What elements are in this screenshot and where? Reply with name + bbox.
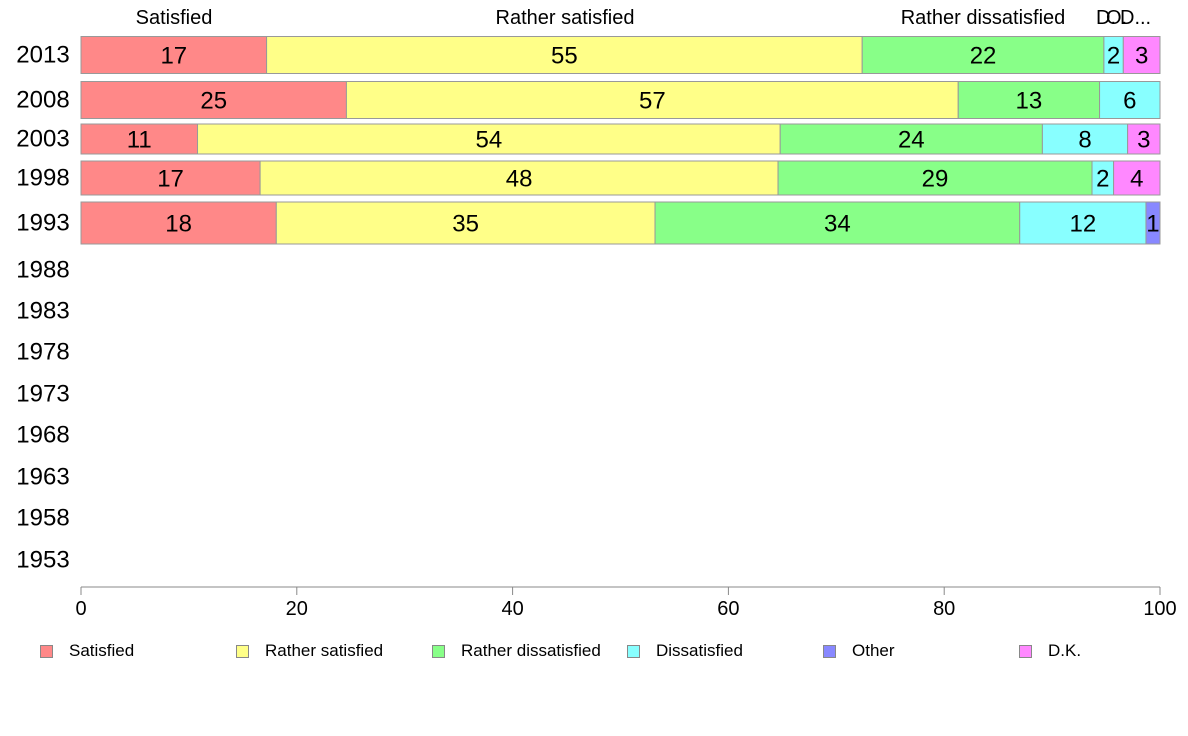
data-label-1993-2: 34	[824, 211, 851, 238]
legend-item: Dissatisfied	[627, 640, 743, 662]
legend-swatch	[432, 644, 445, 658]
data-label-2003-5: 3	[1137, 127, 1150, 154]
year-label-1968: 1968	[16, 422, 69, 449]
bar-segment-1993-4	[1145, 201, 1161, 245]
bar-segment-1993-3	[1019, 201, 1147, 245]
stacked-bar-chart: 2013200820031998199319881983197819731968…	[16, 7, 1176, 620]
data-label-2008-1: 57	[639, 88, 666, 115]
data-label-1993-1: 35	[452, 211, 479, 238]
data-label-1998-3: 2	[1096, 166, 1109, 193]
data-label-2013-3: 2	[1107, 43, 1120, 70]
data-label-2008-2: 13	[1016, 88, 1043, 115]
year-label-2008: 2008	[16, 87, 69, 114]
x-tick-label-80: 80	[933, 598, 955, 620]
x-tick-label-0: 0	[75, 598, 86, 620]
data-label-2013-5: 3	[1135, 43, 1148, 70]
bar-segment-2003-3	[1041, 123, 1129, 155]
data-label-1998-2: 29	[922, 166, 949, 193]
column-header-label: Rather dissatisfied	[901, 7, 1066, 29]
data-label-1993-0: 18	[165, 211, 192, 238]
legend-item: Rather dissatisfied	[432, 640, 601, 662]
legend-label: Other	[852, 641, 895, 660]
column-header-label: Rather satisfied	[496, 7, 635, 29]
legend-label: Rather dissatisfied	[461, 641, 601, 660]
bar-segment-1998-5	[1113, 160, 1161, 196]
legend-swatch	[1019, 644, 1032, 658]
year-label-1993: 1993	[16, 210, 69, 237]
bar-segment-2013-1	[266, 36, 863, 74]
bar-segment-2003-5	[1127, 123, 1161, 155]
year-label-1963: 1963	[16, 464, 69, 491]
x-tick-label-100: 100	[1143, 598, 1176, 620]
legend-item: Satisfied	[40, 640, 134, 662]
column-header-label: Satisfied	[136, 7, 213, 29]
data-label-2003-3: 8	[1078, 127, 1091, 154]
bar-segment-2013-0	[80, 36, 268, 74]
legend-label: D.K.	[1048, 641, 1082, 660]
bar-segment-2013-2	[861, 36, 1105, 74]
legend-swatch	[40, 644, 53, 658]
bar-segment-2013-5	[1122, 36, 1161, 74]
data-label-1998-0: 17	[157, 166, 184, 193]
column-header-label: D.	[1096, 7, 1116, 29]
data-label-2003-1: 54	[476, 127, 503, 154]
legend-item: Other	[823, 640, 895, 662]
year-label-1958: 1958	[16, 505, 69, 532]
year-label-1998: 1998	[16, 165, 69, 192]
x-tick-label-20: 20	[286, 598, 308, 620]
bar-segment-1998-1	[259, 160, 779, 196]
year-label-1978: 1978	[16, 339, 69, 366]
data-label-1993-4: 1	[1146, 211, 1159, 238]
bar-segment-2008-3	[1099, 81, 1161, 119]
year-label-1988: 1988	[16, 257, 69, 284]
year-label-2003: 2003	[16, 126, 69, 153]
year-label-1973: 1973	[16, 381, 69, 408]
data-label-2003-2: 24	[898, 127, 925, 154]
bar-segment-2003-2	[779, 123, 1043, 155]
chart-legend: Satisfied Rather satisfied Rather dissatis…	[0, 636, 1188, 666]
data-label-2013-0: 17	[160, 43, 187, 70]
bar-segment-2008-1	[345, 81, 959, 119]
legend-item: Rather satisfied	[236, 640, 383, 662]
year-label-1953: 1953	[16, 547, 69, 574]
x-tick-label-40: 40	[501, 598, 523, 620]
data-label-2003-0: 11	[127, 127, 152, 154]
legend-label: Satisfied	[69, 641, 135, 660]
legend-swatch	[627, 644, 640, 658]
column-header-label: D...	[1120, 7, 1151, 29]
legend-swatch	[823, 644, 836, 658]
bar-segment-1998-0	[80, 160, 261, 196]
data-label-1993-3: 12	[1069, 211, 1096, 238]
year-label-1983: 1983	[16, 298, 69, 325]
legend-label: Rather satisfied	[265, 641, 384, 660]
data-label-2013-2: 22	[970, 43, 997, 70]
bar-segment-1998-2	[777, 160, 1093, 196]
x-tick-label-60: 60	[717, 598, 739, 620]
data-label-1998-5: 4	[1130, 166, 1143, 193]
data-label-2008-3: 6	[1123, 88, 1136, 115]
year-label-2013: 2013	[16, 42, 69, 69]
legend-swatch	[236, 644, 249, 658]
bar-segment-2003-0	[80, 123, 199, 155]
legend-label: Dissatisfied	[656, 641, 743, 660]
data-label-2008-0: 25	[200, 88, 227, 115]
bar-segment-1993-0	[80, 201, 277, 245]
bar-segment-2008-0	[80, 81, 347, 119]
data-label-2013-1: 55	[551, 43, 578, 70]
bar-segment-2003-1	[197, 123, 781, 155]
data-label-1998-1: 48	[506, 166, 533, 193]
legend-item: D.K.	[1019, 640, 1081, 662]
column-header-label: O.	[1106, 7, 1127, 29]
